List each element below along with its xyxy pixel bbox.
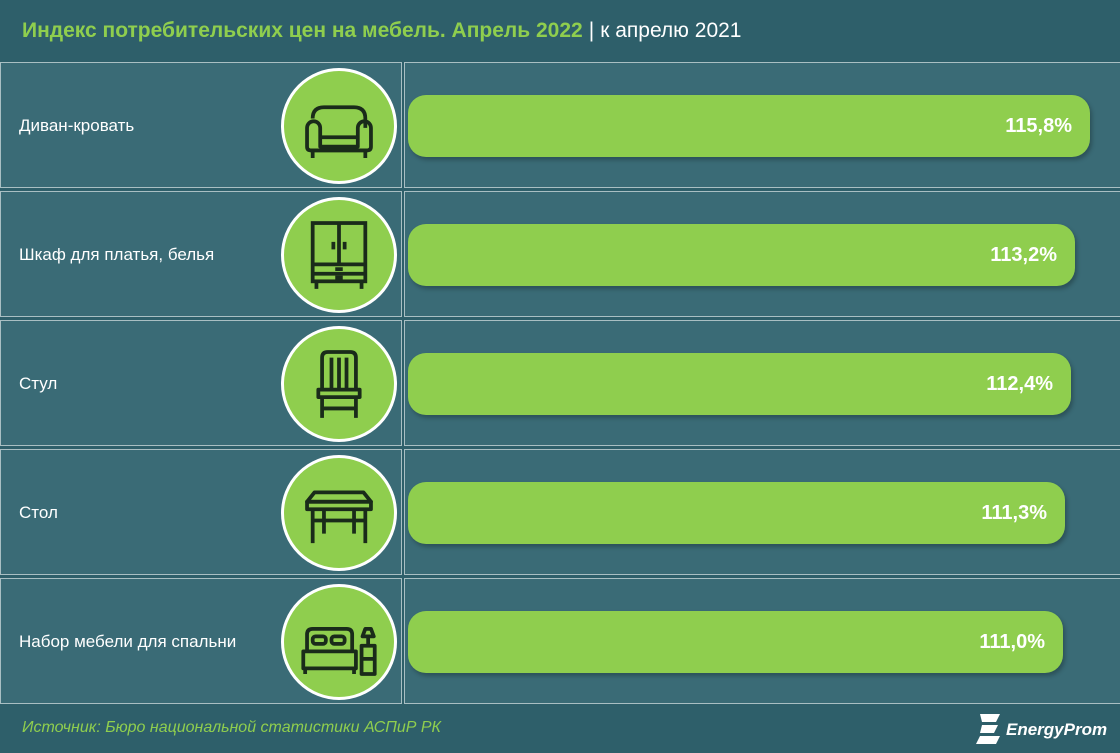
logo-text: EnergyProm — [1006, 720, 1108, 739]
wardrobe-icon — [310, 221, 368, 289]
category-label: Стул — [19, 374, 58, 393]
row-label-cell: Шкаф для платья, белья — [0, 191, 402, 317]
category-label: Шкаф для платья, белья — [19, 245, 215, 264]
row-label-cell: Стол — [0, 449, 402, 575]
bar-value-label: 111,0% — [979, 631, 1045, 653]
chart-row: Стул 112,4% — [0, 320, 1120, 446]
bar: 113,2% — [408, 224, 1075, 286]
chart-row: Диван-кровать 115,8% — [0, 62, 1120, 188]
icon-badge — [281, 197, 397, 313]
chart-row: Набор мебели для спальни 111,0% — [0, 578, 1120, 704]
chart-row: Стол 111,3% — [0, 449, 1120, 575]
bar-value-label: 112,4% — [986, 373, 1053, 395]
title-separator: | — [588, 19, 595, 42]
row-label-cell: Стул — [0, 320, 402, 446]
bar-value-label: 111,3% — [981, 502, 1047, 524]
energyprom-logo-icon — [976, 714, 1000, 744]
brand-logo: EnergyProm — [976, 712, 1116, 748]
icon-badge — [281, 455, 397, 571]
bar: 111,0% — [408, 611, 1063, 673]
row-label-cell: Диван-кровать — [0, 62, 402, 188]
chart-row: Шкаф для платья, белья 113,2% — [0, 191, 1120, 317]
bar: 112,4% — [408, 353, 1071, 415]
source-note: Источник: Бюро национальной статистики А… — [22, 719, 441, 736]
category-label: Диван-кровать — [19, 116, 135, 135]
row-label-cell: Набор мебели для спальни — [0, 578, 402, 704]
sofa-icon — [305, 105, 373, 158]
category-label: Набор мебели для спальни — [19, 632, 237, 651]
icon-badge — [281, 584, 397, 700]
icon-badge — [281, 326, 397, 442]
chart-title: Индекс потребительских цен на мебель. Ап… — [22, 16, 741, 46]
bar-value-label: 115,8% — [1005, 115, 1072, 137]
table-icon — [305, 490, 373, 544]
chart-table: Диван-кровать 115,8% Шкаф для платья, бель… — [0, 62, 1120, 706]
bar-value-label: 113,2% — [990, 244, 1057, 266]
bar: 115,8% — [408, 95, 1090, 157]
icon-badge — [281, 68, 397, 184]
chair-icon — [316, 350, 362, 418]
chart-subtitle: к апрелю 2021 — [600, 19, 742, 42]
chart-title-main: Индекс потребительских цен на мебель. Ап… — [22, 19, 583, 42]
bedroom-set-icon — [301, 626, 377, 676]
category-label: Стол — [19, 503, 58, 522]
bar: 111,3% — [408, 482, 1065, 544]
